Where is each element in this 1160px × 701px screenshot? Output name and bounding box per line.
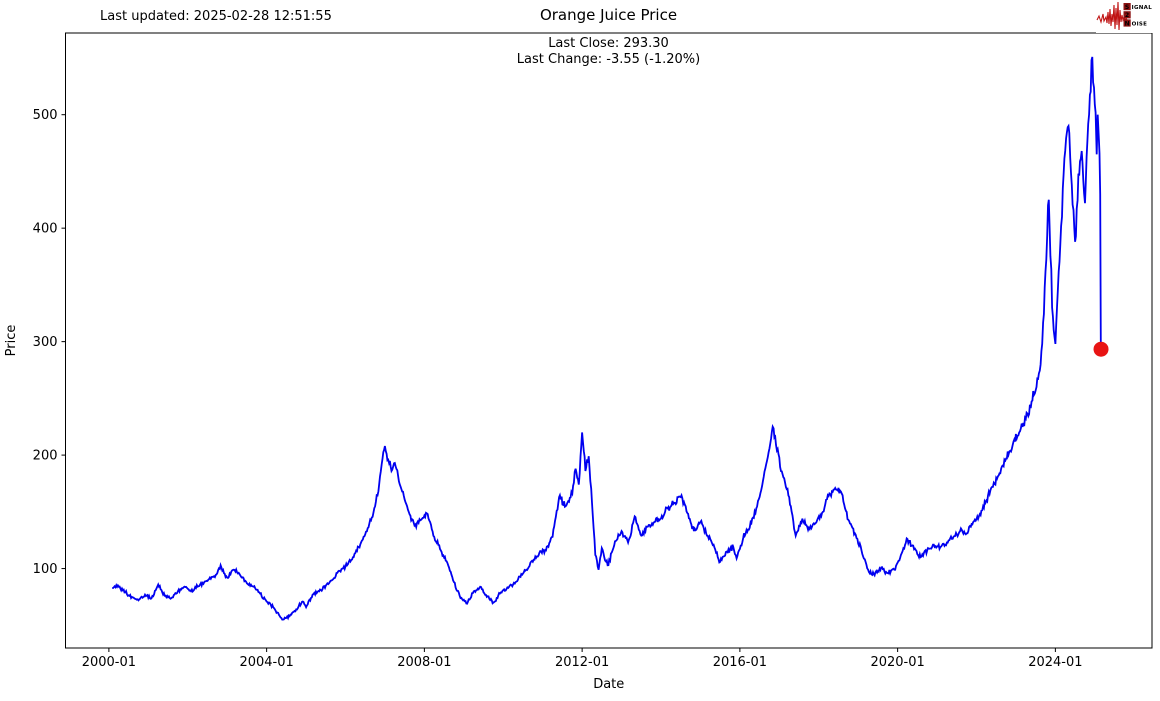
last-price-marker <box>1093 341 1109 357</box>
x-tick-label: 2020-01 <box>870 655 924 670</box>
y-tick-label: 400 <box>33 222 58 237</box>
x-tick-label: 2024-01 <box>1028 655 1082 670</box>
y-axis-label: Price <box>4 325 19 357</box>
logo-letter-2: 2 <box>1125 12 1129 19</box>
logo-box-2 <box>1123 11 1131 19</box>
x-tick-label: 2016-01 <box>713 655 767 670</box>
plot-border <box>65 32 1153 649</box>
x-tick-label: 2008-01 <box>397 655 451 670</box>
chart-subtitle: Last Close: 293.30 Last Change: -3.55 (-… <box>65 36 1152 68</box>
logo-box-n <box>1123 19 1131 27</box>
last-updated-text: Last updated: 2025-02-28 12:51:55 <box>100 9 332 24</box>
x-tick-label: 2000-01 <box>82 655 136 670</box>
subtitle-last-close: Last Close: 293.30 <box>548 36 669 51</box>
logo-box-s <box>1123 3 1131 11</box>
x-tick-label: 2012-01 <box>555 655 609 670</box>
logo-letter-s: S <box>1125 4 1129 11</box>
logo-letter-n: N <box>1125 20 1130 27</box>
y-tick-label: 300 <box>33 335 58 350</box>
waveform-icon <box>1096 1 1128 31</box>
logo-word-noise-rest: OISE <box>1132 21 1148 27</box>
y-tick-label: 500 <box>33 108 58 123</box>
subtitle-last-change: Last Change: -3.55 (-1.20%) <box>516 52 701 67</box>
x-axis-label: Date <box>593 677 624 692</box>
x-tick-label: 2004-01 <box>239 655 293 670</box>
y-tick-label: 100 <box>33 562 58 577</box>
page-title: Orange Juice Price <box>539 6 678 24</box>
price-line <box>112 56 1102 621</box>
logo-word-signal-rest: IGNAL <box>1132 5 1153 11</box>
signal2noise-logo: S IGNAL 2 N OISE <box>1096 0 1160 33</box>
signal2noise-logo-svg: S IGNAL 2 N OISE <box>1096 1 1153 31</box>
y-tick-label: 200 <box>33 449 58 464</box>
